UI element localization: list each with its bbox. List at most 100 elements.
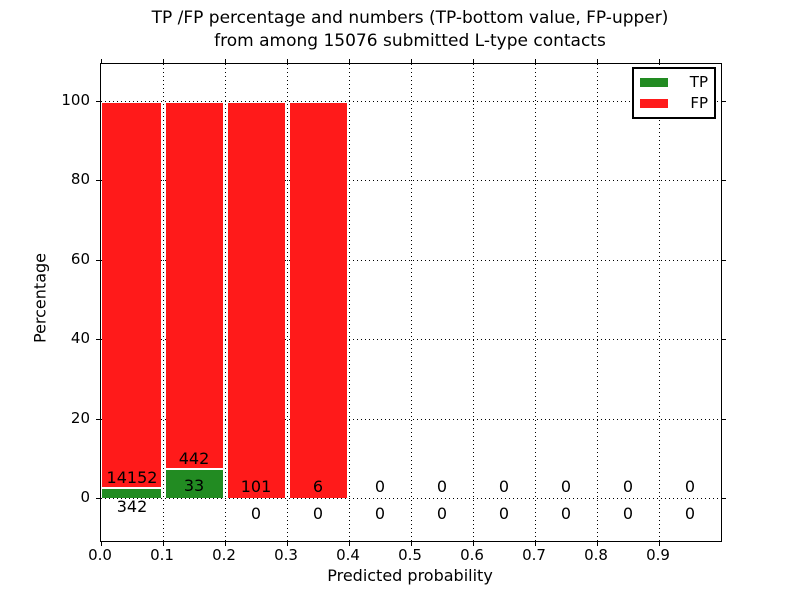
y-tick-mark [722, 498, 726, 499]
y-tick-label: 40 [70, 329, 90, 348]
bar-segment-fp [101, 103, 161, 489]
x-tick-mark [472, 59, 474, 63]
x-tick-mark [348, 542, 350, 546]
y-tick-mark [96, 418, 100, 420]
chart-title-block: TP /FP percentage and numbers (TP-bottom… [100, 7, 720, 53]
gridline-horizontal [101, 259, 721, 261]
y-axis-label: Percentage [30, 252, 50, 344]
y-tick-label: 20 [70, 408, 90, 427]
legend-swatch-tp [640, 78, 668, 87]
gridline-horizontal [101, 498, 721, 499]
bar-annotation-fp: 6 [312, 477, 324, 496]
bar-segment-fp [289, 103, 347, 498]
x-tick-label: 0.7 [522, 546, 546, 564]
legend-label-fp: FP [690, 94, 708, 112]
x-tick-label: 0.2 [212, 546, 236, 564]
y-tick-mark [722, 418, 726, 420]
y-tick-mark [96, 101, 100, 102]
x-tick-mark [410, 542, 412, 546]
x-tick-mark [596, 542, 598, 546]
legend-label-tp: TP [689, 73, 708, 91]
x-tick-mark [658, 542, 660, 546]
bar-annotation-tp: 0 [498, 504, 510, 523]
legend-swatch-fp [640, 99, 668, 108]
gridline-vertical [225, 64, 226, 541]
x-tick-label: 0.9 [646, 546, 670, 564]
gridline-horizontal [101, 101, 721, 102]
x-axis-label: Predicted probability [327, 566, 493, 585]
x-tick-mark [101, 59, 102, 63]
gridline-vertical [535, 64, 536, 541]
y-tick-mark [722, 180, 726, 182]
y-tick-label: 100 [61, 91, 90, 109]
legend-row: FP [640, 93, 708, 114]
bar-annotation-fp: 101 [240, 477, 272, 496]
x-tick-mark [348, 59, 350, 63]
bar-annotation-fp: 0 [498, 477, 510, 496]
plot-area: TP FP 14152 342 442 33 101 0 6 0 0 0 0 0 0 0 0 0 0 0 0 0 [96, 59, 726, 546]
chart-subtitle: from among 15076 submitted L-type contac… [214, 31, 606, 51]
x-tick-mark [224, 59, 226, 63]
x-tick-mark [596, 59, 598, 63]
bar-annotation-tp: 0 [250, 504, 262, 523]
y-tick-mark [96, 339, 100, 341]
y-tick-mark [96, 498, 100, 499]
y-tick-mark [722, 259, 726, 261]
gridline-vertical [287, 64, 288, 541]
legend-row: TP [640, 72, 708, 93]
gridline-vertical [473, 64, 474, 541]
bar-annotation-fp: 14152 [106, 467, 158, 487]
bar-annotation-tp: 0 [622, 504, 634, 523]
gridline-vertical [411, 64, 412, 541]
gridline-horizontal [101, 339, 721, 341]
x-tick-mark [224, 542, 226, 546]
x-tick-label: 0.8 [584, 546, 608, 564]
x-tick-label: 0.3 [274, 546, 298, 564]
gridline-horizontal [101, 180, 721, 182]
y-tick-label: 80 [70, 170, 90, 189]
bar-annotation-tp: 0 [436, 504, 448, 523]
gridline-horizontal [101, 418, 721, 420]
x-tick-mark [534, 542, 536, 546]
gridline-vertical [597, 64, 598, 541]
bar-segment-tp [165, 468, 223, 498]
x-tick-mark [162, 542, 164, 546]
bar-annotation-tp: 0 [374, 504, 386, 523]
bar-annotation-tp: 0 [312, 504, 324, 523]
x-tick-mark [410, 59, 412, 63]
y-tick-mark [96, 180, 100, 182]
x-tick-label: 0.1 [150, 546, 174, 564]
bar-annotation-fp: 442 [178, 449, 210, 469]
bar-segment-fp [165, 103, 223, 471]
x-tick-mark [101, 542, 102, 546]
x-tick-mark [286, 59, 288, 63]
bar-annotation-fp: 0 [436, 477, 448, 496]
y-tick-label: 0 [80, 488, 90, 506]
legend-box: TP FP [632, 67, 716, 119]
y-tick-label: 60 [70, 249, 90, 268]
bar-annotation-tp: 342 [116, 497, 148, 516]
x-tick-mark [472, 542, 474, 546]
gridline-vertical [163, 64, 164, 541]
gridline-vertical [349, 64, 350, 541]
x-tick-mark [286, 542, 288, 546]
bar-annotation-fp: 0 [622, 477, 634, 496]
bar-segment-tp [101, 486, 161, 498]
x-tick-mark [534, 59, 536, 63]
bar-annotation-fp: 0 [374, 477, 386, 496]
bar-annotation-fp: 0 [684, 477, 696, 496]
bar-annotation-tp: 0 [560, 504, 572, 523]
bar-annotation-fp: 0 [560, 477, 572, 496]
y-tick-mark [722, 339, 726, 341]
y-tick-mark [722, 101, 726, 102]
x-tick-label: 0.4 [336, 546, 360, 564]
bar-segment-fp [227, 103, 285, 498]
chart-title: TP /FP percentage and numbers (TP-bottom… [151, 8, 669, 28]
x-tick-label: 0.0 [88, 546, 112, 564]
x-tick-label: 0.5 [398, 546, 422, 564]
x-tick-mark [658, 59, 660, 63]
y-tick-mark [96, 259, 100, 261]
x-tick-mark [162, 59, 164, 63]
bar-annotation-tp: 33 [183, 476, 205, 496]
